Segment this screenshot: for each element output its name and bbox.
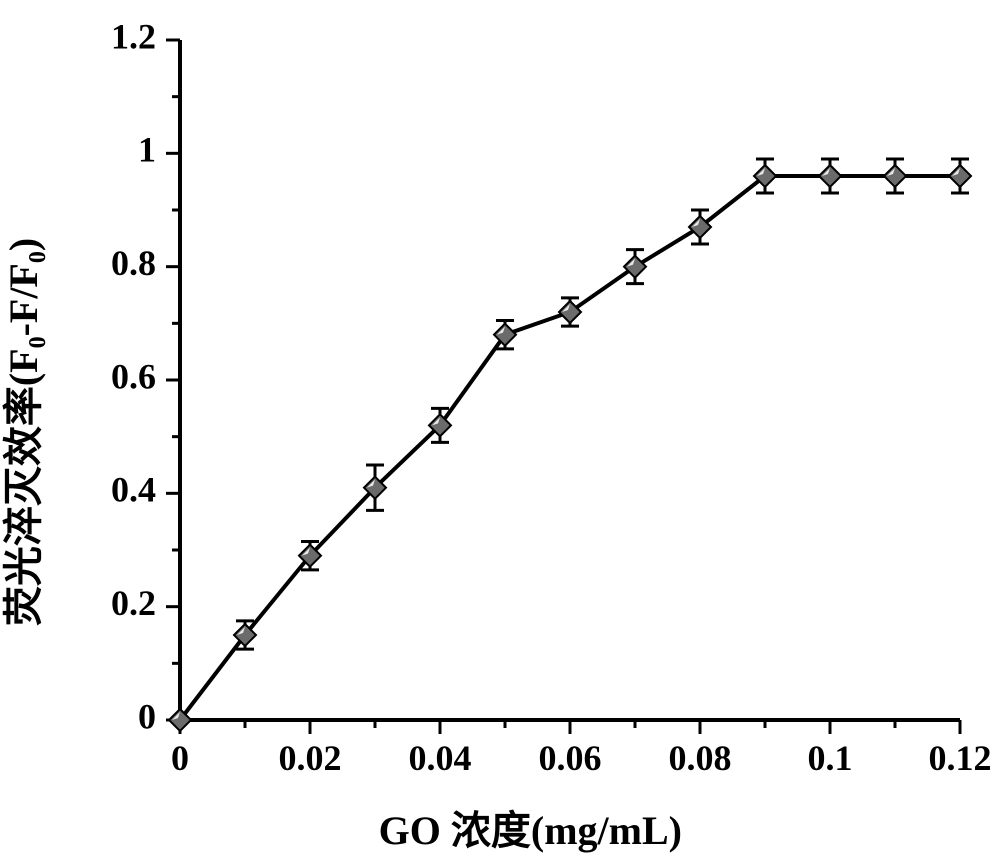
- x-axis-label: GO 浓度(mg/mL): [379, 798, 682, 856]
- svg-text:0.06: 0.06: [539, 738, 602, 778]
- y-axis-label: 荧光淬灭效率(F₀-F/F₀): [0, 238, 49, 626]
- svg-text:0.04: 0.04: [409, 738, 472, 778]
- svg-text:0.4: 0.4: [111, 470, 156, 510]
- svg-text:1: 1: [138, 130, 156, 170]
- svg-text:0.2: 0.2: [111, 583, 156, 623]
- svg-text:0.02: 0.02: [279, 738, 342, 778]
- chart-container: 荧光淬灭效率(F₀-F/F₀) GO 浓度(mg/mL) 00.20.40.60…: [0, 0, 1000, 864]
- svg-text:0.1: 0.1: [808, 738, 853, 778]
- svg-text:0.6: 0.6: [111, 356, 156, 396]
- svg-text:0.8: 0.8: [111, 243, 156, 283]
- svg-text:0.08: 0.08: [669, 738, 732, 778]
- svg-text:0.12: 0.12: [929, 738, 992, 778]
- svg-text:0: 0: [138, 696, 156, 736]
- svg-text:0: 0: [171, 738, 189, 778]
- chart-svg: 0 0.2 0.4 0.6 0.8 1 1.2 0 0.02 0.04 0.06 0.08 0.1 0.1…: [0, 0, 1000, 864]
- svg-text:1.2: 1.2: [111, 16, 156, 56]
